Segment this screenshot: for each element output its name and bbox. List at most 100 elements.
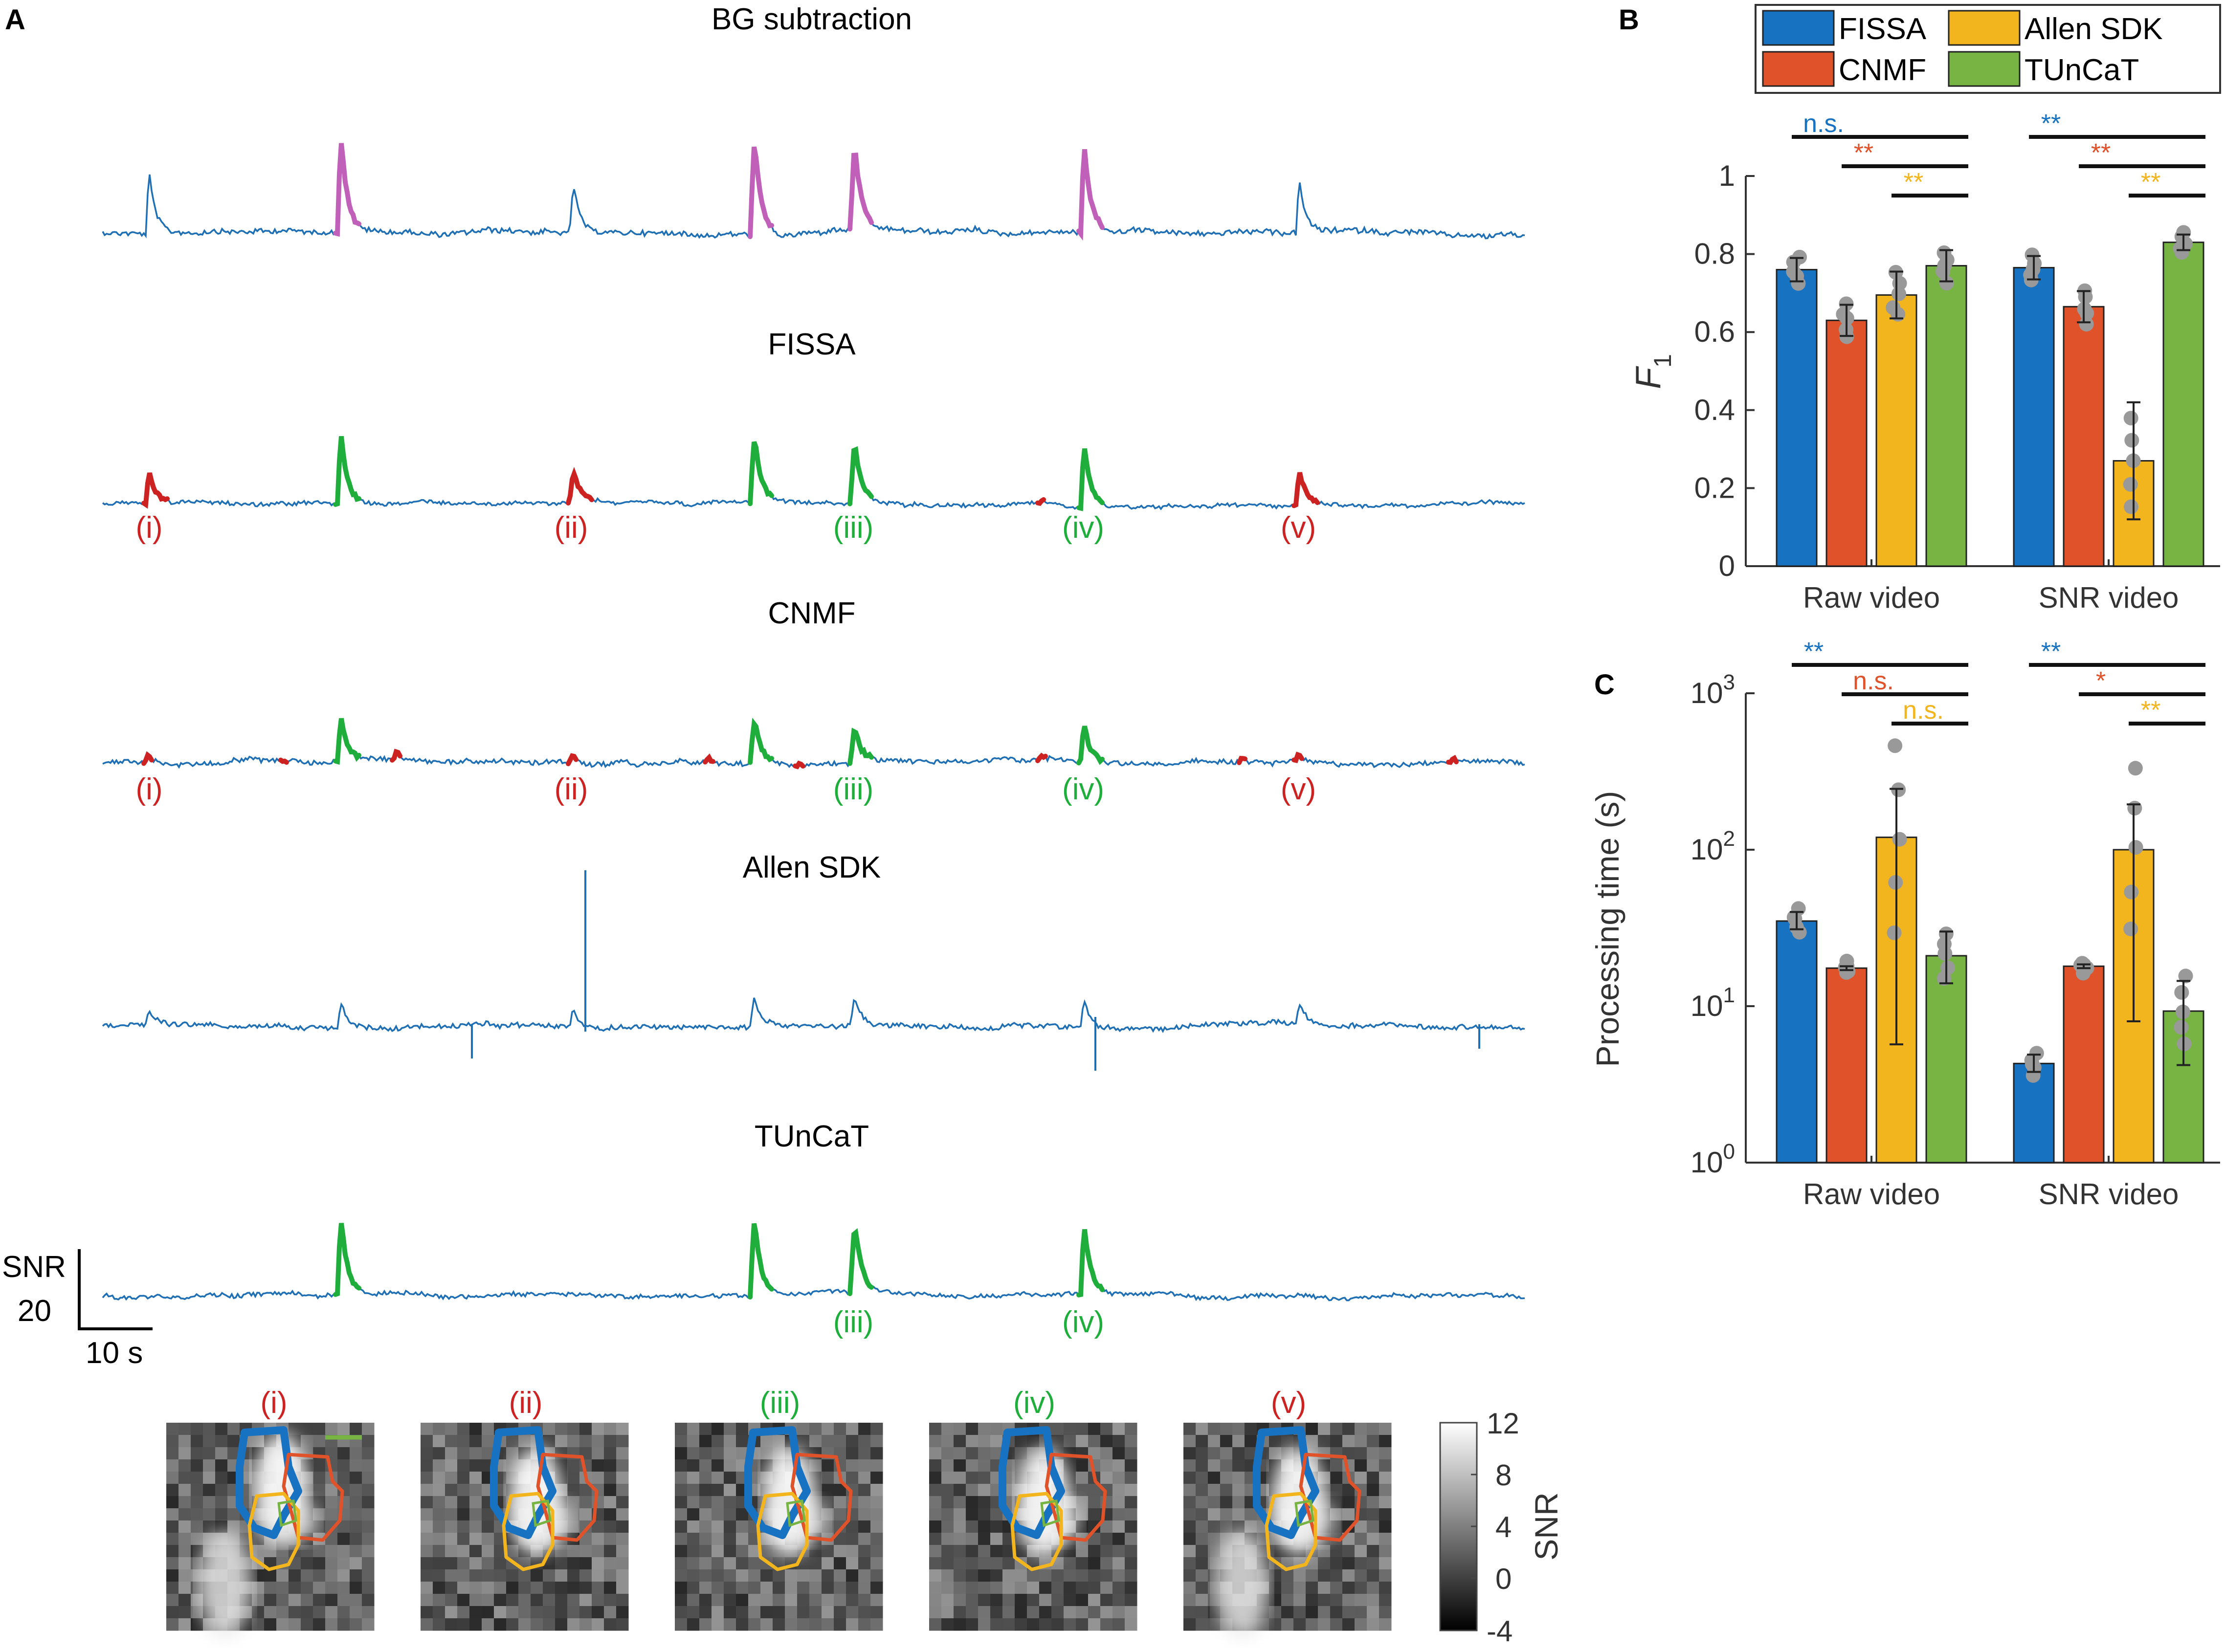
roi-image-pixel [1293, 1594, 1306, 1607]
roi-image-pixel [337, 1606, 350, 1619]
roi-image-pixel [1196, 1472, 1208, 1484]
roi-image-pixel [1112, 1423, 1125, 1435]
roi-image-pixel [978, 1496, 991, 1509]
roi-image-pixel [966, 1447, 979, 1460]
roi-image-pixel [1027, 1582, 1040, 1594]
roi-image-pixel [870, 1557, 883, 1570]
roi-image-pixel [809, 1435, 822, 1448]
roi-image-pixel [567, 1496, 580, 1509]
data-point [1791, 276, 1806, 291]
roi-image-pixel [301, 1606, 313, 1619]
roi-image-pixel [712, 1557, 724, 1570]
roi-image-pixel [337, 1582, 350, 1594]
roi-image-pixel [433, 1618, 445, 1631]
trace-cnmf-event [333, 718, 361, 765]
roi-image-pixel [457, 1582, 470, 1594]
trace-title-tuncat: TUnCaT [755, 1120, 869, 1153]
cnmf-event-label: (iii) [833, 772, 874, 806]
roi-image-pixel [567, 1435, 580, 1448]
data-point [1891, 286, 1907, 301]
roi-image-pixel [712, 1459, 724, 1472]
roi-image-pixel [1220, 1484, 1233, 1497]
roi-image-pixel [1220, 1459, 1233, 1472]
roi-image-pixel [699, 1618, 712, 1631]
roi-image-pixel [313, 1545, 326, 1558]
image-label: (ii) [509, 1386, 543, 1420]
roi-image-pixel [687, 1459, 700, 1472]
roi-image-pixel [1208, 1618, 1221, 1631]
trace-title-bg: BG subtraction [712, 2, 912, 36]
roi-image-pixel [421, 1582, 433, 1594]
roi-image-pixel [178, 1557, 191, 1570]
roi-image-pixel [166, 1472, 179, 1484]
roi-image-pixel [494, 1618, 507, 1631]
roi-image-pixel [325, 1594, 338, 1607]
roi-image-pixel [325, 1557, 338, 1570]
roi-image-pixel [1183, 1472, 1196, 1484]
roi-image-pixel [822, 1557, 834, 1570]
trace-cnmf-event [566, 753, 578, 767]
y-tick-label: 0.6 [1694, 315, 1735, 348]
roi-image-pixel [978, 1557, 991, 1570]
roi-image-pixel [1355, 1569, 1367, 1582]
roi-image-pixel [846, 1447, 859, 1460]
roi-image-pixel [1379, 1606, 1392, 1619]
roi-image-pixel [1051, 1569, 1064, 1582]
roi-image-pixel [469, 1459, 482, 1472]
roi-image-pixel [531, 1569, 543, 1582]
roi-image-pixel [858, 1618, 871, 1631]
roi-image-pixel [1196, 1447, 1208, 1460]
roi-image-pixel [1112, 1594, 1125, 1607]
roi-image-pixel [1232, 1484, 1245, 1497]
roi-image-pixel [929, 1472, 942, 1484]
roi-image-pixel [1269, 1569, 1282, 1582]
roi-image-pixel [1379, 1582, 1392, 1594]
roi-image-pixel [518, 1618, 531, 1631]
roi-image-pixel [954, 1594, 966, 1607]
roi-image-pixel [990, 1423, 1003, 1435]
roi-image-pixel [978, 1508, 991, 1521]
roi-image-pixel [870, 1435, 883, 1448]
roi-image-pixel [1112, 1496, 1125, 1509]
roi-image-pixel [736, 1618, 749, 1631]
roi-image-pixel [604, 1618, 617, 1631]
roi-image-pixel [978, 1582, 991, 1594]
roi-image-pixel [457, 1508, 470, 1521]
roi-image-pixel [724, 1435, 736, 1448]
roi-image-pixel [1015, 1447, 1027, 1460]
roi-image-pixel [954, 1508, 966, 1521]
roi-image-pixel [858, 1508, 871, 1521]
roi-image-pixel [675, 1447, 688, 1460]
roi-image-pixel [929, 1557, 942, 1570]
roi-image-pixel [579, 1582, 592, 1594]
roi-image-pixel [966, 1423, 979, 1435]
roi-image-pixel [1379, 1594, 1392, 1607]
roi-image-pixel [1342, 1618, 1355, 1631]
roi-image-pixel [421, 1520, 433, 1533]
roi-image-pixel [264, 1582, 277, 1594]
roi-image-pixel [1076, 1496, 1089, 1509]
roi-image-pixel [858, 1606, 871, 1619]
roi-image-pixel [494, 1557, 507, 1570]
bar-tuncat [2162, 242, 2204, 567]
roi-image-pixel [724, 1533, 736, 1545]
roi-image-pixel [215, 1459, 228, 1472]
roi-image-pixel [362, 1447, 375, 1460]
roi-image-pixel [579, 1557, 592, 1570]
roi-image-pixel [760, 1582, 773, 1594]
roi-image-pixel [1306, 1435, 1318, 1448]
roi-image-pixel [712, 1472, 724, 1484]
y-tick-label: 1 [1719, 159, 1735, 192]
roi-image-pixel [1088, 1618, 1101, 1631]
roi-image-pixel [1015, 1606, 1027, 1619]
roi-image-pixel [1330, 1472, 1343, 1484]
roi-image-pixel [941, 1459, 954, 1472]
panel-b-label: B [1619, 4, 1639, 36]
roi-image-pixel [350, 1447, 362, 1460]
roi-outline-allen [1265, 1492, 1317, 1571]
roi-outline-fissa [744, 1426, 811, 1539]
roi-image-pixel [457, 1484, 470, 1497]
traces-group [102, 143, 1525, 1301]
roi-image-pixel [1367, 1618, 1380, 1631]
roi-image-pixel [978, 1447, 991, 1460]
